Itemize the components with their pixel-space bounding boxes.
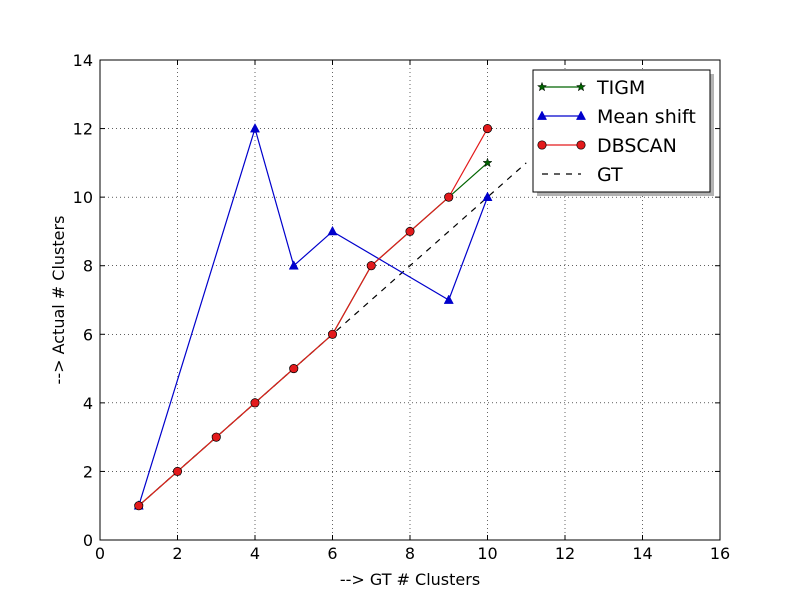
x-tick-label: 8 [405, 544, 415, 563]
legend-box [532, 69, 711, 193]
dbscan-point [289, 364, 299, 374]
x-tick-label: 16 [710, 544, 730, 563]
x-axis-label: --> GT # Clusters [340, 570, 480, 589]
y-axis-label: --> Actual # Clusters [49, 216, 68, 385]
x-tick-label: 4 [250, 544, 260, 563]
legend-marker [536, 110, 548, 120]
legend-marker [576, 140, 586, 150]
legend-marker [575, 81, 587, 92]
mean-shift-line [138, 126, 489, 506]
x-tick-label: 2 [172, 544, 182, 563]
x-tick-label: 10 [477, 544, 497, 563]
legend: TIGM Mean shift DBSCAN GT [532, 69, 714, 196]
legend-label: TIGM [596, 77, 645, 99]
legend-marker [537, 140, 547, 150]
y-tick-label: 0 [83, 531, 93, 550]
x-tick-label: 6 [327, 544, 337, 563]
dbscan-line [138, 128, 489, 507]
dbscan-point [211, 432, 221, 442]
mean-shift-point [482, 191, 493, 201]
series-mean-shift [133, 123, 493, 510]
y-tick-label: 12 [73, 120, 93, 139]
y-tick-label: 14 [73, 51, 93, 70]
y-tick-label: 4 [83, 394, 93, 413]
legend-entry-gt: GT [542, 164, 623, 186]
legend-entry-tigm: TIGM [536, 77, 645, 99]
dbscan-point [482, 124, 493, 134]
mean-shift-point [443, 294, 454, 304]
series-dbscan [134, 124, 493, 511]
legend-label: GT [597, 164, 623, 186]
axis-ticks: 0 2 4 6 8 10 12 14 16 0 2 4 6 8 10 12 14 [73, 51, 731, 563]
legend-label: Mean shift [597, 106, 696, 128]
legend-marker [536, 81, 548, 92]
series-layer [133, 123, 527, 511]
mean-shift-point [288, 260, 299, 270]
legend-marker [575, 110, 587, 120]
legend-entry-mean-shift: Mean shift [536, 106, 696, 128]
y-tick-label: 6 [83, 325, 93, 344]
x-tick-label: 0 [95, 544, 105, 563]
tigm-point [482, 157, 493, 168]
x-tick-label: 14 [632, 544, 652, 563]
y-tick-label: 10 [73, 188, 93, 207]
dbscan-point [172, 466, 183, 476]
y-tick-label: 2 [83, 462, 93, 481]
y-tick-label: 8 [83, 257, 93, 276]
dbscan-point [327, 329, 338, 339]
legend-label: DBSCAN [597, 135, 677, 157]
dbscan-point [134, 501, 144, 511]
mean-shift-point [327, 225, 338, 236]
series-tigm [133, 157, 493, 511]
legend-entry-dbscan: DBSCAN [537, 135, 677, 157]
dbscan-point [444, 192, 454, 202]
x-tick-label: 12 [555, 544, 575, 563]
mean-shift-point [249, 123, 261, 133]
dbscan-point [405, 226, 415, 236]
dbscan-point [366, 261, 376, 271]
dbscan-point [250, 398, 260, 408]
